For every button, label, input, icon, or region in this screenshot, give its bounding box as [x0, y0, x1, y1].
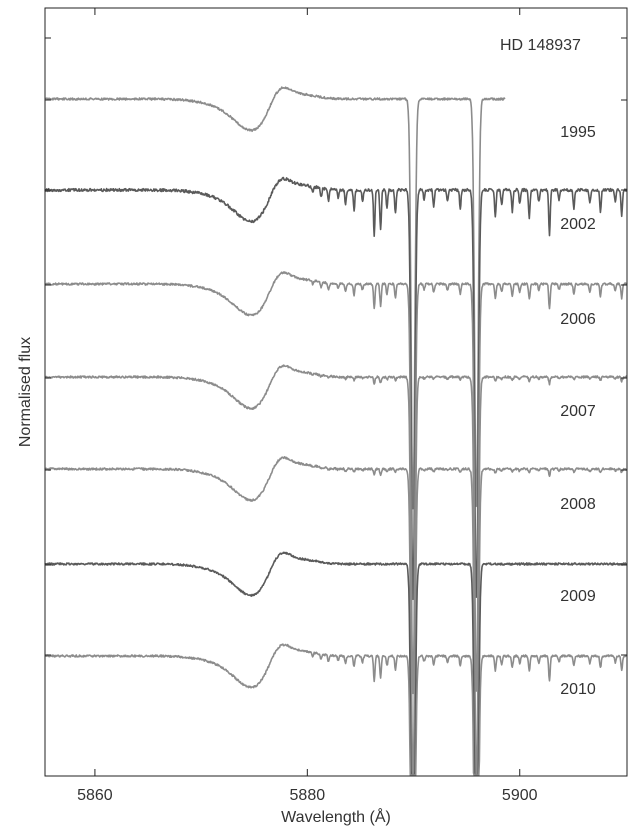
- x-axis-title: Wavelength (Å): [281, 807, 391, 826]
- spectrum-line-2009: [44, 551, 628, 776]
- x-tick-label: 5880: [290, 787, 326, 804]
- x-tick-labels: 5860 5880 5900: [77, 787, 538, 804]
- spectrum-line-1995: [44, 86, 506, 510]
- plot-lines: [44, 86, 628, 776]
- series-label-2006: 2006: [560, 311, 596, 328]
- series-label-2010: 2010: [560, 681, 596, 698]
- x-tick-label: 5900: [502, 787, 538, 804]
- spectrum-line-2010: [44, 643, 628, 776]
- plot-frame: [44, 7, 628, 777]
- series-label-2002: 2002: [560, 216, 596, 233]
- series-label-1995: 1995: [560, 124, 596, 141]
- series-labels: 1995 2002 2006 2007 2008 2009 2010: [560, 124, 596, 698]
- spectrum-line-2008: [44, 455, 628, 776]
- y-axis-title: Normalised flux: [17, 337, 34, 447]
- x-tick-label: 5860: [77, 787, 113, 804]
- spectrum-line-2007: [44, 364, 628, 776]
- frame-ticks: [45, 8, 627, 776]
- spectrum-line-2006: [44, 270, 628, 695]
- series-label-2008: 2008: [560, 496, 596, 513]
- series-label-2009: 2009: [560, 588, 596, 605]
- spectrum-line-2002: [44, 176, 628, 601]
- series-label-2007: 2007: [560, 403, 596, 420]
- chart-title: HD 148937: [500, 37, 581, 54]
